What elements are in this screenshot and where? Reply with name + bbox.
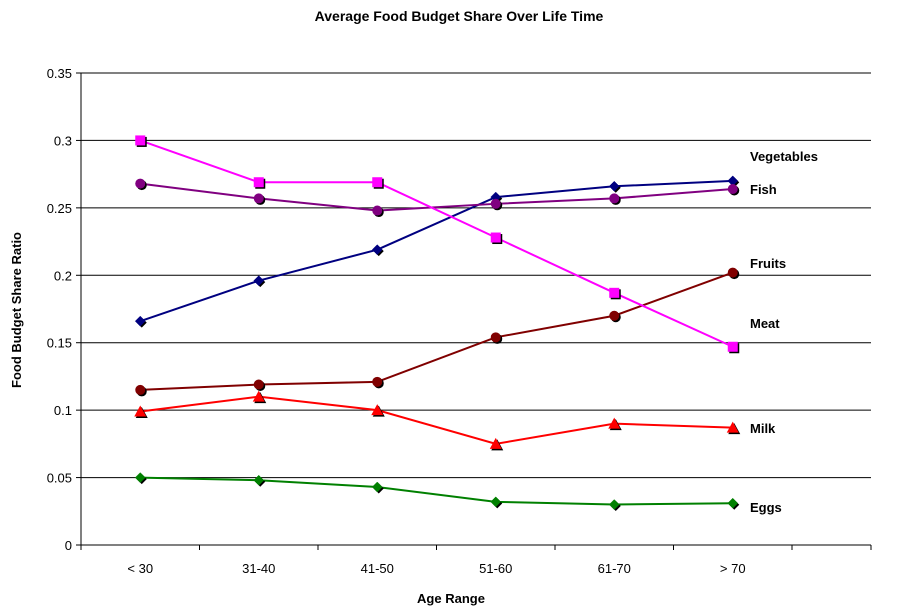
y-tick-label: 0.15 xyxy=(47,336,72,351)
marker-diamond xyxy=(134,472,146,483)
marker-square xyxy=(135,135,146,146)
marker-square xyxy=(372,177,383,188)
x-tick-label: 61-70 xyxy=(598,561,631,576)
series-lines xyxy=(139,139,734,506)
series-labels: Vegetables Fish Fruits Meat Milk Eggs xyxy=(750,149,818,515)
marker-diamond xyxy=(371,481,383,493)
marker-diamond xyxy=(253,474,265,486)
gridlines xyxy=(81,72,871,479)
marker-diamond xyxy=(727,497,739,509)
x-axis-title: Age Range xyxy=(417,591,485,606)
marker-triangle xyxy=(489,437,502,449)
series-label-meat: Meat xyxy=(750,316,780,331)
y-tick-label: 0 xyxy=(65,538,72,553)
marker-circle xyxy=(253,379,264,390)
x-tick-label: 31-40 xyxy=(242,561,275,576)
series-label-vegetables: Vegetables xyxy=(750,149,818,164)
marker-circle xyxy=(490,332,501,343)
y-tick-label: 0.2 xyxy=(54,268,72,283)
marker-diamond xyxy=(134,315,146,327)
series-label-eggs: Eggs xyxy=(750,500,782,515)
series-line-vegetables xyxy=(139,179,733,323)
marker-circle xyxy=(253,193,264,204)
series-line-fish xyxy=(140,182,733,212)
series-label-fish: Fish xyxy=(750,182,777,197)
marker-diamond xyxy=(608,180,620,192)
y-tick-label: 0.3 xyxy=(54,133,72,148)
marker-triangle xyxy=(134,405,147,417)
marker-circle xyxy=(135,178,146,189)
series-line-eggs xyxy=(140,476,733,506)
y-tick-label: 0.05 xyxy=(47,471,72,486)
series-line-milk xyxy=(140,395,733,445)
marker-diamond xyxy=(253,275,265,287)
marker-triangle xyxy=(371,404,384,416)
x-tick-label: 41-50 xyxy=(361,561,394,576)
y-tick-labels: 0 0.05 0.1 0.15 0.2 0.25 0.3 0.35 xyxy=(47,66,72,553)
x-tick-label: < 30 xyxy=(127,561,153,576)
y-tick-label: 0.1 xyxy=(54,403,72,418)
y-tick-label: 0.25 xyxy=(47,201,72,216)
marker-circle xyxy=(135,384,146,395)
marker-circle xyxy=(372,376,383,387)
x-tick-label: > 70 xyxy=(720,561,746,576)
x-tick-labels: < 30 31-40 41-50 51-60 61-70 > 70 xyxy=(127,561,745,576)
marker-diamond xyxy=(371,244,383,256)
series-markers xyxy=(134,135,741,512)
marker-triangle xyxy=(608,417,621,429)
marker-square xyxy=(253,177,264,188)
marker-circle xyxy=(609,310,620,321)
marker-triangle xyxy=(726,421,739,433)
marker-diamond xyxy=(608,499,620,510)
marker-circle xyxy=(727,267,738,278)
marker-circle xyxy=(609,193,620,204)
series-line-fruits xyxy=(140,271,734,391)
y-tick-label: 0.35 xyxy=(47,66,72,81)
marker-square xyxy=(490,232,501,243)
series-label-milk: Milk xyxy=(750,421,776,436)
marker-diamond xyxy=(490,496,502,508)
series-line-meat xyxy=(139,139,734,348)
axes xyxy=(76,72,872,550)
marker-circle xyxy=(372,205,383,216)
series-label-fruits: Fruits xyxy=(750,256,786,271)
y-axis-title: Food Budget Share Ratio xyxy=(9,232,24,388)
marker-circle xyxy=(490,198,501,209)
marker-square xyxy=(727,341,738,352)
chart-title: Average Food Budget Share Over Life Time xyxy=(315,8,604,24)
marker-circle xyxy=(727,183,738,194)
marker-square xyxy=(609,287,620,298)
marker-triangle xyxy=(252,390,265,402)
x-tick-label: 51-60 xyxy=(479,561,512,576)
